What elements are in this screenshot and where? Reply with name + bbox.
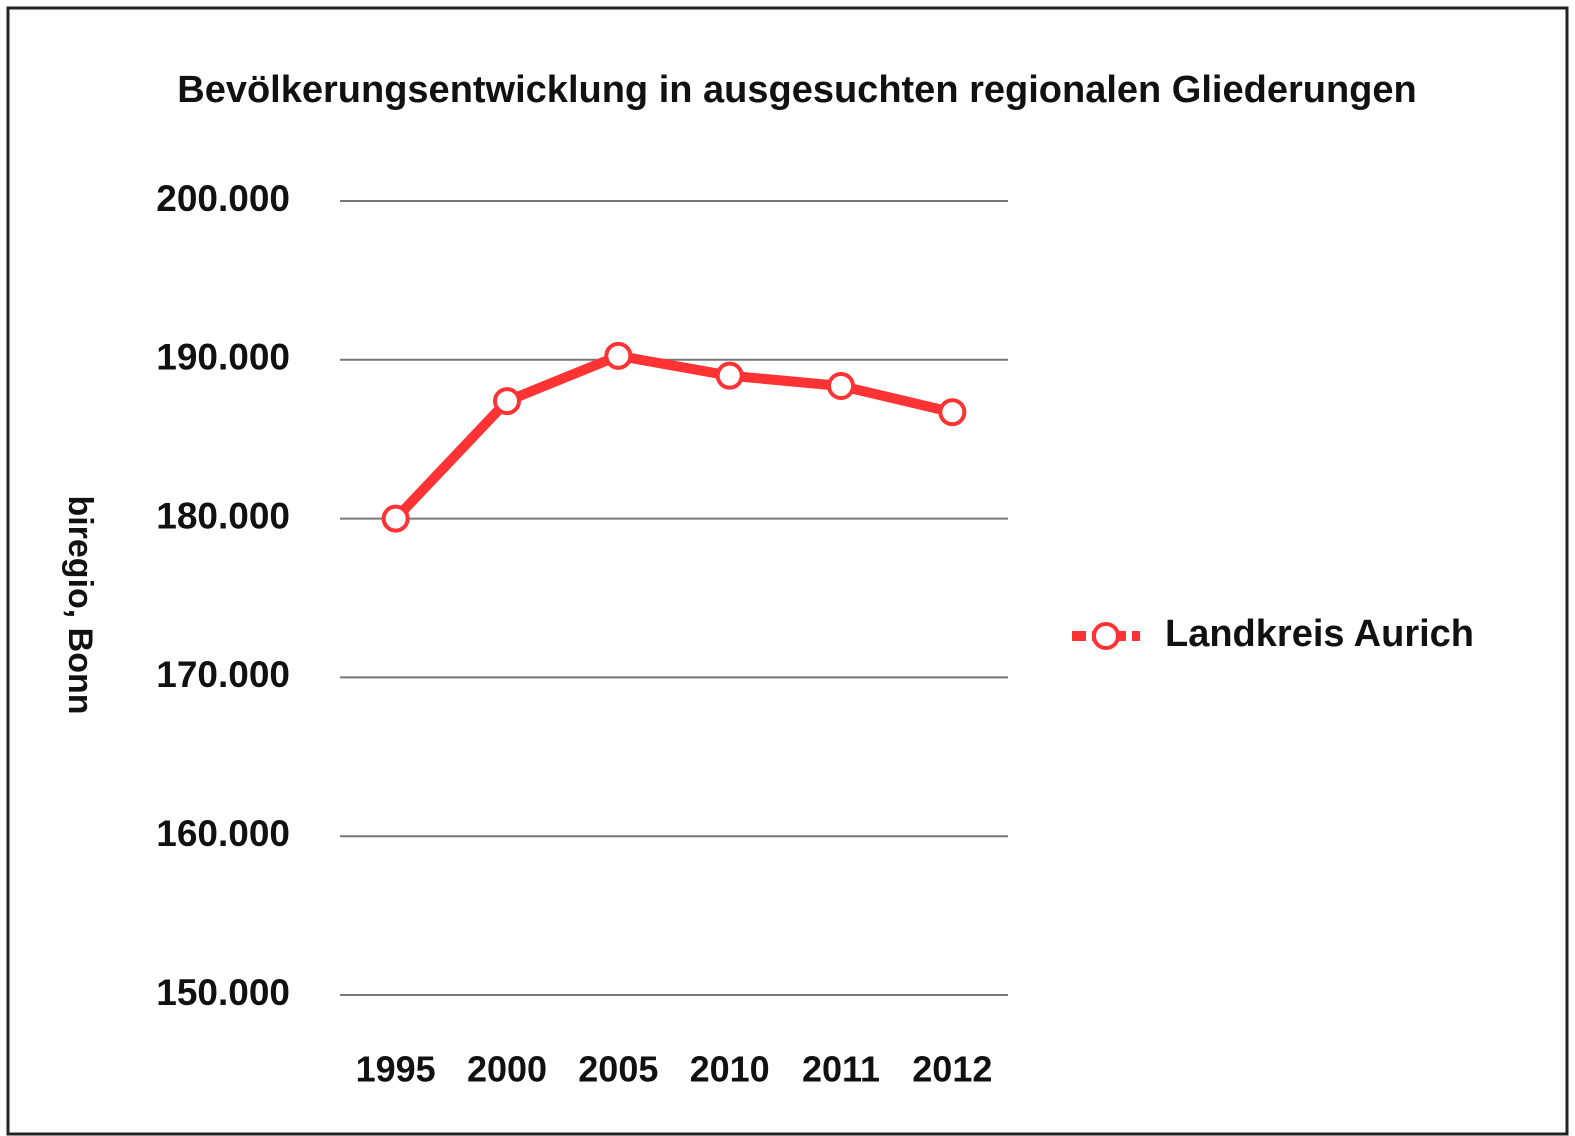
data-point	[493, 387, 521, 416]
data-point	[827, 372, 855, 401]
chart-frame	[6, 6, 1569, 1136]
data-point	[381, 504, 410, 533]
legend-label: Landkreis Aurich	[1165, 613, 1474, 655]
x-tick-label: 1995	[356, 1049, 436, 1090]
data-point	[715, 361, 744, 390]
x-tick-label: 2012	[912, 1049, 992, 1090]
x-tick-label: 2000	[467, 1049, 547, 1090]
series-line	[392, 350, 954, 523]
y-axis-label: biregio, Bonn	[61, 495, 99, 714]
y-tick-label: 200.000	[156, 178, 290, 219]
x-tick-label: 2011	[802, 1049, 880, 1090]
y-tick-label: 150.000	[156, 972, 290, 1013]
y-tick-label: 190.000	[156, 337, 290, 378]
x-tick-label: 2005	[578, 1049, 658, 1090]
y-tick-label: 160.000	[156, 813, 290, 854]
y-tick-label: 180.000	[156, 495, 290, 536]
data-point	[604, 341, 633, 370]
data-point	[938, 398, 967, 427]
x-tick-label: 2010	[690, 1049, 770, 1090]
y-tick-label: 170.000	[156, 654, 290, 695]
chart-title: Bevölkerungsentwicklung in ausgesuchten …	[177, 69, 1416, 111]
legend-marker	[1092, 622, 1120, 650]
